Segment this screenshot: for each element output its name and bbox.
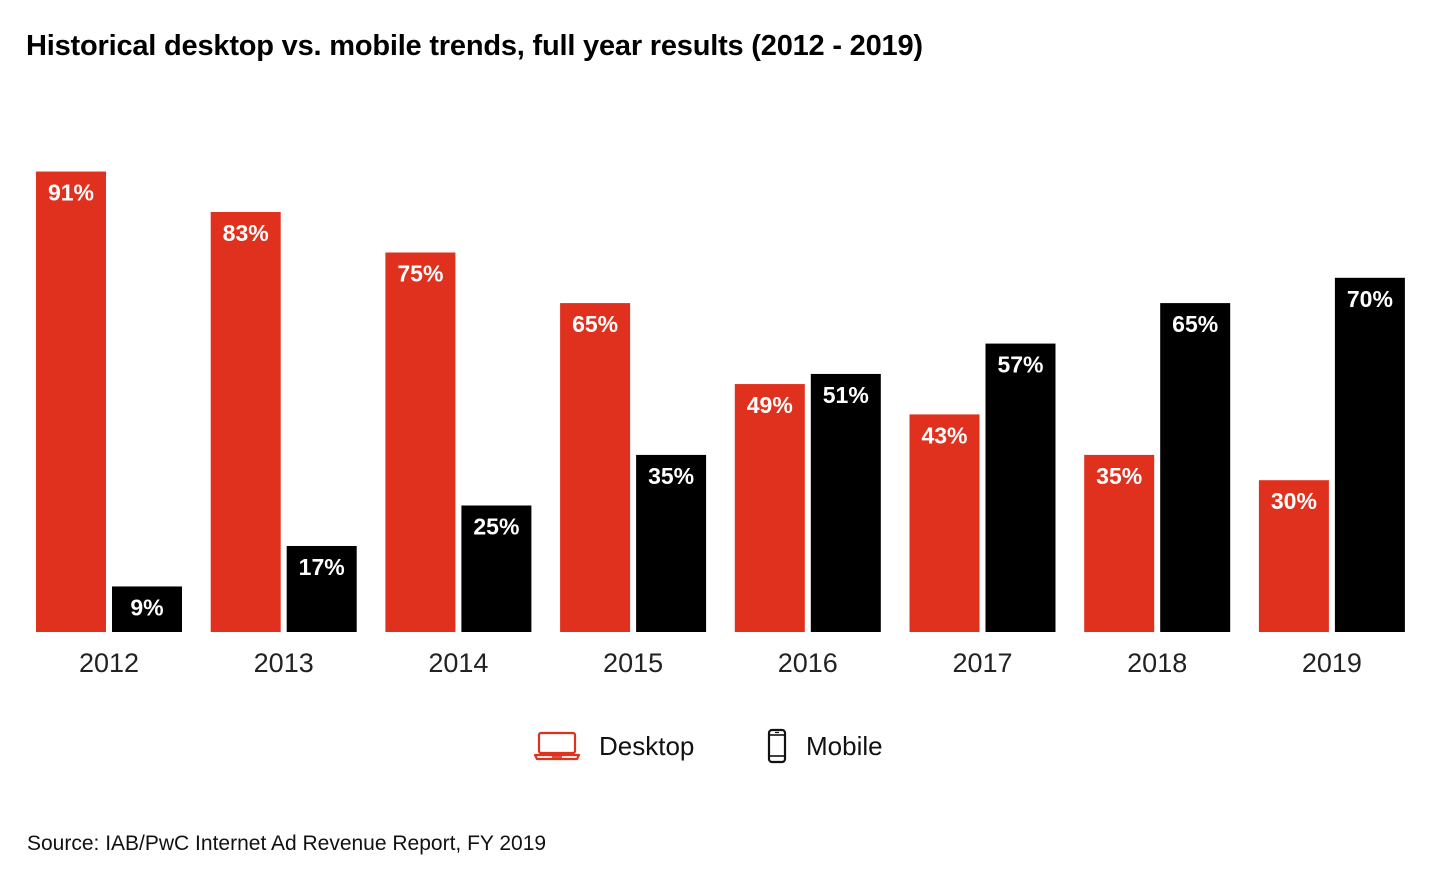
bar-desktop-2018	[1084, 454, 1155, 632]
data-label-mobile-2015: 35%	[648, 463, 694, 489]
bar-desktop-2012	[36, 171, 106, 633]
data-label-mobile-2018: 65%	[1172, 311, 1218, 337]
x-tick-label-2018: 2018	[1127, 648, 1187, 678]
data-label-desktop-2016: 49%	[747, 392, 793, 418]
bar-mobile-2013	[286, 545, 357, 632]
data-label-mobile-2016: 51%	[823, 382, 869, 408]
chart-title: Historical desktop vs. mobile trends, fu…	[26, 30, 923, 62]
bar-mobile-2019	[1334, 277, 1405, 632]
smartphone-icon	[767, 728, 787, 764]
bar-desktop-2014	[385, 252, 456, 632]
laptop-icon	[533, 731, 581, 761]
x-tick-label-2015: 2015	[603, 648, 663, 678]
data-label-desktop-2012: 91%	[48, 180, 94, 206]
x-tick-label-2017: 2017	[952, 648, 1012, 678]
legend-item-mobile: Mobile	[766, 726, 883, 766]
bar-mobile-2017	[985, 343, 1056, 632]
data-label-mobile-2012: 9%	[130, 594, 163, 620]
bar-desktop-2013	[210, 212, 281, 632]
bar-desktop-2019	[1258, 480, 1329, 632]
legend-label-mobile: Mobile	[806, 730, 883, 761]
bar-desktop-2015	[560, 303, 631, 632]
bar-mobile-2012	[112, 586, 182, 632]
x-tick-label-2013: 2013	[254, 648, 314, 678]
bar-mobile-2014	[461, 505, 532, 632]
x-tick-label-2019: 2019	[1302, 648, 1362, 678]
data-label-desktop-2015: 65%	[572, 311, 618, 337]
data-label-desktop-2014: 75%	[397, 261, 443, 287]
chart-legend: Desktop Mobile	[0, 726, 1438, 766]
data-label-mobile-2017: 57%	[997, 352, 1043, 378]
data-label-mobile-2013: 17%	[299, 554, 345, 580]
bar-mobile-2015	[636, 454, 707, 632]
data-label-desktop-2018: 35%	[1096, 463, 1142, 489]
bar-mobile-2016	[810, 373, 881, 632]
x-tick-label-2012: 2012	[79, 648, 139, 678]
bar-desktop-2017	[909, 414, 980, 632]
data-label-mobile-2019: 70%	[1347, 286, 1393, 312]
data-label-desktop-2019: 30%	[1271, 488, 1317, 514]
bar-mobile-2018	[1160, 303, 1231, 632]
bar-desktop-2016	[734, 384, 805, 632]
data-label-desktop-2017: 43%	[921, 422, 967, 448]
x-tick-label-2014: 2014	[428, 648, 488, 678]
x-tick-label-2016: 2016	[778, 648, 838, 678]
data-label-desktop-2013: 83%	[223, 220, 269, 246]
legend-item-desktop: Desktop	[533, 726, 694, 766]
source-note: Source: IAB/PwC Internet Ad Revenue Repo…	[27, 832, 547, 855]
data-label-mobile-2014: 25%	[473, 514, 519, 540]
bar-chart: 91% 9% 2012 83% 17% 2013 75% 25% 2014 65% 35% 2015 4…	[36, 171, 1405, 678]
legend-label-desktop: Desktop	[599, 730, 695, 761]
